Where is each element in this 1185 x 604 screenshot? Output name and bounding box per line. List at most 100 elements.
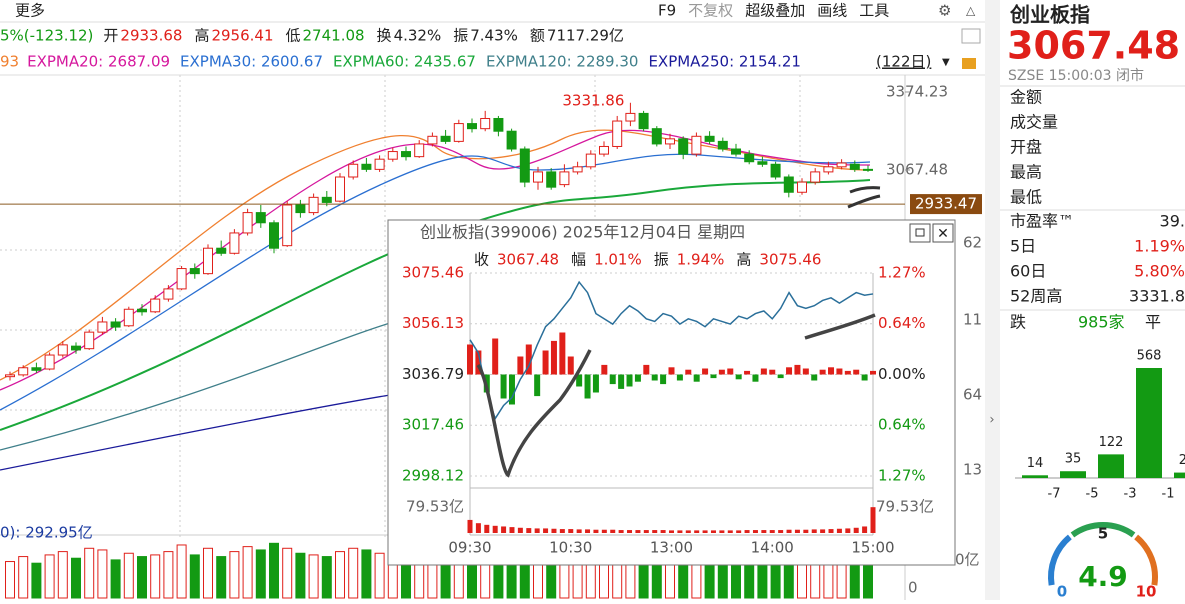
quote-value: 4.32% [394, 27, 442, 45]
settings-icon[interactable]: ⚙ [938, 2, 951, 20]
field-label: 52周高 [1010, 287, 1062, 306]
quote-value: 7.43% [470, 27, 518, 45]
volume-bar [845, 528, 851, 533]
candle-body [229, 232, 240, 254]
candle-body [453, 123, 464, 142]
flow-bar [576, 374, 583, 387]
gauge-max: 10 [1136, 583, 1157, 601]
volume-bar [484, 524, 490, 533]
ma-lead: 93 [0, 53, 19, 71]
candle-body [731, 148, 741, 155]
flow-bar [550, 340, 557, 375]
y-tick-label: 11 [963, 311, 982, 329]
period-select[interactable]: (122日) [876, 53, 931, 71]
field-label: 5日 [1010, 237, 1036, 256]
volume-bar [216, 556, 227, 599]
candle-body [110, 321, 121, 328]
flow-bar [710, 374, 717, 379]
x-tick-label: 09:30 [448, 539, 491, 557]
tool-button[interactable]: 超级叠加 [745, 2, 805, 20]
dist-x-label: -3 [1124, 487, 1137, 502]
candle-body [308, 196, 319, 214]
stat-value: 1.01% [594, 251, 642, 269]
volume-bar [295, 552, 306, 599]
candle-body [467, 123, 477, 130]
flow-bar [794, 364, 801, 375]
flow-bar [777, 374, 784, 379]
candle-body [5, 374, 15, 378]
svg-text:›: › [989, 413, 994, 428]
candle-body [150, 298, 161, 313]
flow-bar [475, 350, 482, 375]
volume-bar [31, 562, 42, 599]
flow-bar [718, 369, 725, 375]
volume-bar [618, 530, 624, 533]
candle-body [533, 171, 543, 183]
volume-bar [57, 551, 68, 599]
volume-bar [163, 551, 174, 599]
ma-legend: EXPMA60: 2435.67 [333, 53, 476, 71]
volume-bar [870, 507, 876, 533]
dist-x-label: -1 [1162, 487, 1175, 502]
volume-bar [492, 525, 498, 533]
volume-bar [836, 528, 842, 533]
field-value: 39. [1160, 212, 1185, 231]
tool-button[interactable]: 不复权 [688, 2, 733, 20]
candle-body [744, 153, 755, 163]
high-annotation: 3331.86 [562, 91, 624, 109]
field-label: 60日 [1010, 262, 1046, 281]
flow-bar [836, 368, 843, 375]
volume-bar [269, 542, 279, 599]
y-tick-label: 64 [963, 386, 982, 404]
splitter[interactable] [985, 0, 1000, 600]
price-tag-label: 2933.47 [915, 195, 977, 213]
field-value: 3331.8 [1129, 287, 1185, 306]
candle-body [797, 181, 807, 193]
volume-bar [5, 561, 15, 599]
collapse-icon[interactable]: △ [966, 4, 976, 18]
close-button[interactable] [932, 223, 954, 243]
flow-bar [744, 370, 751, 375]
minimize-button[interactable] [909, 223, 931, 243]
y-tick-label: 13 [963, 461, 982, 479]
volume-bar [853, 527, 859, 533]
dist-label: 122 [1099, 435, 1124, 450]
flow-bar [685, 369, 692, 375]
dist-x-label: -7 [1048, 487, 1061, 502]
quote-label: 振 [453, 27, 468, 45]
volume-bar [744, 530, 750, 533]
more[interactable]: 更多 [15, 2, 45, 20]
volume-bar [282, 547, 293, 599]
flow-bar [626, 374, 633, 387]
volume-bar [255, 549, 266, 599]
flow-bar [467, 344, 473, 375]
candle-body [401, 151, 411, 158]
price-tag [910, 194, 982, 215]
candle-body [427, 135, 438, 145]
flow-bar [643, 364, 650, 375]
quote-label: 低 [286, 27, 301, 45]
ma-legend: EXPMA30: 2600.67 [180, 53, 323, 71]
status: SZSE 15:00:03 闭市 [1008, 67, 1144, 84]
tool-button[interactable]: 画线 [817, 2, 847, 20]
tool-button[interactable]: F9 [658, 2, 676, 20]
volume-bar [361, 549, 372, 599]
candle-body [770, 163, 781, 178]
volume-bar [694, 530, 700, 533]
popup-title: 创业板指(399006) 2025年12月04日 星期四 [420, 223, 745, 242]
volume-bar [110, 559, 121, 599]
ma-legend: EXPMA20: 2687.09 [27, 53, 170, 71]
volume-bar [467, 519, 473, 533]
volume-bar [710, 530, 716, 533]
candle-body [612, 120, 623, 147]
stat-value: 1.94% [677, 251, 725, 269]
quote-label: 额 [530, 27, 545, 45]
flow-bar [844, 370, 851, 375]
flow-bar [525, 344, 532, 375]
volume-axis-label: 0 [908, 579, 918, 597]
volume-bar [810, 559, 821, 599]
candle-body [295, 204, 306, 214]
ma-legend: EXPMA120: 2289.30 [486, 53, 638, 71]
tool-button[interactable]: 工具 [859, 2, 889, 20]
gauge-arc [1070, 522, 1136, 538]
